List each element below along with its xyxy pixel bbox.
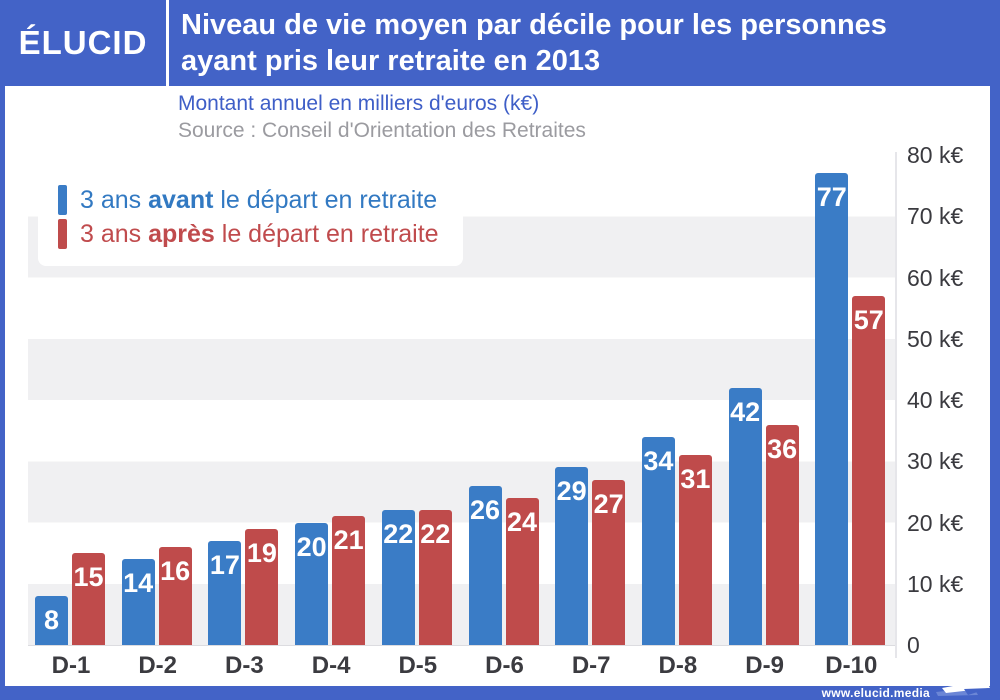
elucid-flag-icon	[936, 680, 990, 696]
y-axis-labels: 0 10 k€ 20 k€ 30 k€ 40 k€ 50 k€ 60 k€ 70 k€ 80 k…	[907, 0, 997, 700]
bar-value-label-apres-D-2: 16	[160, 556, 191, 586]
y-axis-line	[895, 152, 897, 658]
bar-value-label-avant-D-6: 26	[469, 494, 501, 525]
bar-avant-D-8: 34	[641, 436, 675, 645]
bar-avant-D-9: 42	[728, 387, 762, 645]
footer-website: www.elucid.media	[821, 686, 930, 700]
bar-apres-D-4: 21	[332, 516, 366, 645]
bar-apres-D-5: 22	[418, 510, 452, 645]
bar-avant-D-7: 29	[555, 467, 589, 645]
bar-avant-D-3: 17	[208, 540, 242, 645]
x-axis-label-D-1: D-1	[51, 652, 91, 679]
x-axis-label-D-2: D-2	[138, 652, 178, 679]
y-axis-tick-70: 70 k€	[907, 203, 964, 230]
legend-item-apres: 3 ans après le départ en retraite	[58, 219, 439, 249]
bar-apres-D-9: 36	[765, 424, 799, 645]
bar-value-label-apres-D-4: 21	[333, 525, 364, 556]
x-axis-label-D-9: D-9	[745, 652, 784, 679]
bar-value-label-avant-D-10: 77	[816, 182, 847, 213]
bar-value-label-apres-D-5: 22	[420, 519, 451, 550]
bar-apres-D-1: 15	[72, 553, 105, 645]
bar-value-label-avant-D-7: 29	[556, 476, 587, 507]
bar-apres-D-7: 27	[592, 479, 626, 645]
y-axis-tick-10: 10 k€	[907, 570, 964, 597]
x-axis-labels: D-1 D-2 D-3 D-4 D-5 D-6 D-7 D-8 D-9 D-10	[28, 652, 895, 682]
chart-title: Niveau de vie moyen par décile pour les …	[169, 0, 1000, 86]
chart-title-line-1: Niveau de vie moyen par décile pour les …	[181, 9, 887, 41]
chart-subtitle: Montant annuel en milliers d'euros (k€)	[178, 92, 540, 115]
bar-value-label-apres-D-9: 36	[767, 433, 798, 464]
bar-apres-D-10: 57	[852, 295, 886, 645]
legend-label-avant-suffix: le départ en retraite	[213, 185, 438, 214]
chart-legend: 3 ans avant le départ en retraite 3 ans …	[38, 168, 463, 266]
bar-value-label-avant-D-4: 20	[296, 531, 327, 562]
legend-label-avant: 3 ans avant le départ en retraite	[80, 186, 437, 215]
bar-avant-D-5: 22	[381, 510, 415, 645]
frame-border-left	[0, 86, 5, 700]
y-axis-tick-80: 80 k€	[907, 142, 964, 168]
bar-avant-D-10: 77	[815, 173, 849, 645]
header-banner: ÉLUCID Niveau de vie moyen par décile po…	[0, 0, 1000, 86]
bar-value-label-avant-D-9: 42	[730, 396, 761, 427]
y-axis-tick-20: 20 k€	[907, 509, 964, 536]
legend-label-avant-prefix: 3 ans	[80, 185, 149, 214]
elucid-logo-text: ÉLUCID	[18, 24, 148, 61]
y-axis-tick-40: 40 k€	[907, 387, 964, 413]
legend-item-avant: 3 ans avant le départ en retraite	[58, 185, 439, 215]
bar-value-label-apres-D-10: 57	[853, 304, 884, 335]
elucid-logo: ÉLUCID	[0, 0, 169, 86]
legend-label-apres: 3 ans après le départ en retraite	[80, 220, 439, 249]
legend-marker-apres	[58, 219, 67, 249]
bar-value-label-apres-D-7: 27	[593, 488, 624, 519]
frame-border-right	[990, 86, 1000, 700]
x-axis-label-D-4: D-4	[311, 652, 351, 679]
x-axis-label-D-3: D-3	[225, 652, 264, 679]
legend-label-apres-suffix: le départ en retraite	[214, 219, 439, 248]
y-axis-tick-0: 0	[907, 632, 920, 658]
bar-value-label-avant-D-3: 17	[209, 549, 240, 580]
bar-avant-D-2: 14	[121, 559, 155, 645]
bar-value-label-avant-D-1: 8	[43, 605, 60, 635]
bar-apres-D-6: 24	[505, 498, 539, 645]
bar-avant-D-1: 8	[35, 596, 68, 645]
bar-apres-D-2: 16	[158, 547, 192, 645]
legend-marker-avant	[58, 185, 67, 215]
chart-title-line-2: ayant pris leur retraite en 2013	[181, 45, 601, 77]
y-axis-tick-30: 30 k€	[907, 448, 964, 475]
bar-value-label-avant-D-2: 14	[123, 568, 154, 599]
legend-label-apres-bold: après	[148, 219, 215, 248]
x-axis-label-D-5: D-5	[398, 652, 438, 679]
bar-value-label-apres-D-1: 15	[73, 562, 104, 593]
y-axis-tick-50: 50 k€	[907, 325, 964, 352]
bar-value-label-apres-D-6: 24	[506, 507, 538, 537]
bar-avant-D-4: 20	[295, 522, 329, 645]
x-axis-label-D-6: D-6	[485, 652, 524, 679]
bar-avant-D-6: 26	[468, 485, 502, 645]
bar-value-label-avant-D-8: 34	[643, 445, 674, 476]
legend-label-apres-prefix: 3 ans	[80, 219, 149, 248]
footer-bar	[0, 686, 1000, 700]
x-axis-label-D-7: D-7	[571, 652, 611, 679]
x-axis-baseline	[28, 644, 895, 646]
bar-apres-D-3: 19	[245, 528, 279, 645]
bar-apres-D-8: 31	[678, 455, 712, 645]
chart-source: Source : Conseil d'Orientation des Retra…	[178, 119, 586, 142]
legend-label-avant-bold: avant	[148, 185, 214, 214]
x-axis-label-D-8: D-8	[658, 652, 698, 679]
bar-value-label-avant-D-5: 22	[383, 519, 414, 550]
bar-value-label-apres-D-3: 19	[246, 537, 277, 568]
x-axis-label-D-10: D-10	[825, 652, 878, 679]
bar-value-label-apres-D-8: 31	[680, 464, 711, 495]
y-axis-tick-60: 60 k€	[907, 264, 964, 291]
